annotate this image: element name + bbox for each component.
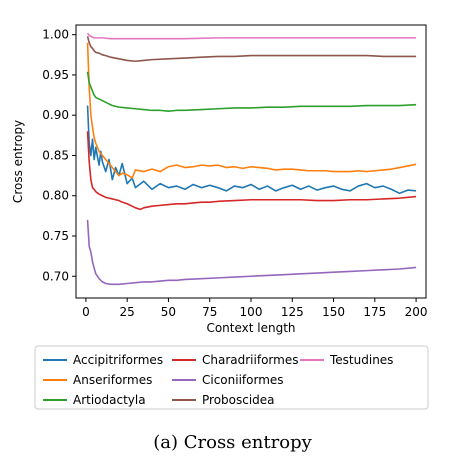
legend-label-anseriformes: Anseriformes [73,373,152,387]
legend: Accipitriformes Anseriformes Artiodactyla C… [34,345,429,410]
series-line-anseriformes [86,42,417,179]
legend-box [34,345,429,410]
x-axis-label: Context length [206,321,295,335]
series-line-artiodactyla [86,71,417,112]
cross-entropy-chart: 0 25 50 75 100 125 150 175 200 0.700.750.800.850… [11,24,429,410]
series-line-proboscidea [86,36,417,63]
legend-label-charadriiformes: Charadriiformes [202,353,298,367]
x-tick-label: 200 [405,305,428,319]
y-axis-label: Cross entropy [11,120,25,203]
x-tick-label: 50 [161,305,176,319]
y-tick-label: 0.95 [42,68,69,82]
x-tick-label: 150 [322,305,345,319]
y-tick-label: 1.00 [42,28,69,42]
x-axis-ticks: 0 25 50 75 100 125 150 175 200 [82,298,428,319]
series-line-testudines [86,32,417,40]
y-tick-label: 0.90 [42,108,69,122]
x-tick-label: 0 [82,305,90,319]
plot-frame [75,24,427,299]
legend-label-accipitriformes: Accipitriformes [73,353,163,367]
x-tick-label: 75 [202,305,217,319]
x-tick-label: 100 [240,305,263,319]
plot-lines [86,32,417,286]
y-tick-label: 0.85 [42,148,69,162]
x-tick-label: 175 [363,305,386,319]
figure-caption: (a) Cross entropy [153,432,312,453]
y-axis-ticks: 0.70 0.75 0.80 0.85 0.90 0.95 1.00 [42,28,76,283]
y-tick-label: 0.70 [42,269,69,283]
series-line-ciconiiformes [86,219,417,286]
legend-label-testudines: Testudines [329,353,393,367]
legend-label-proboscidea: Proboscidea [202,393,275,407]
x-tick-label: 125 [281,305,304,319]
y-tick-label: 0.75 [42,229,69,243]
series-line-accipitriformes [86,105,417,195]
y-tick-label: 0.80 [42,189,69,203]
legend-label-artiodactyla: Artiodactyla [73,393,146,407]
x-tick-label: 25 [120,305,135,319]
legend-label-ciconiiformes: Ciconiiformes [202,373,284,387]
series-line-charadriiformes [86,131,417,211]
